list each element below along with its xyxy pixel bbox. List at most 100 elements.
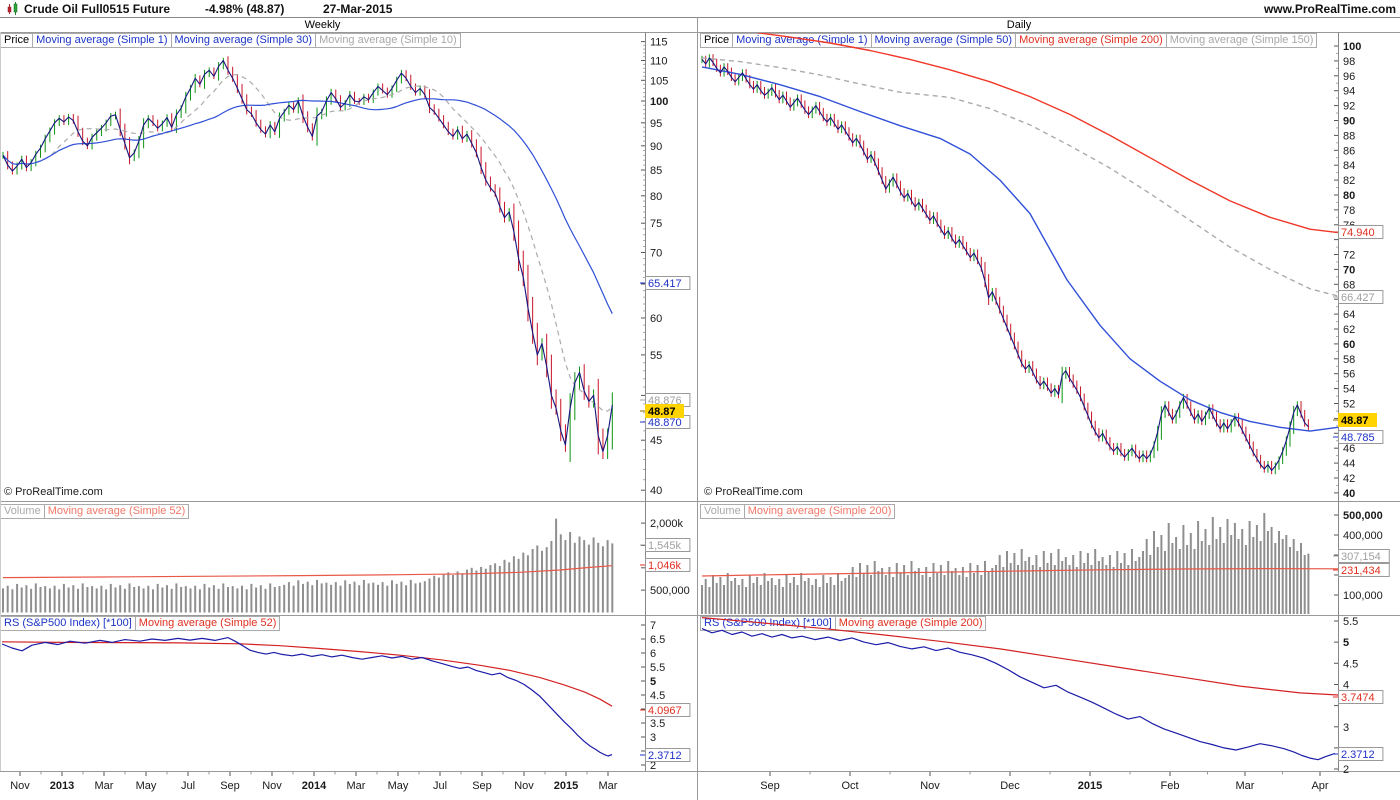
svg-text:48.87: 48.87: [1341, 415, 1369, 427]
svg-text:110: 110: [650, 56, 668, 68]
svg-text:2013: 2013: [50, 780, 74, 792]
svg-text:70: 70: [1343, 264, 1355, 276]
right-price-axis: 4042444652545658606264687072767880828486…: [1334, 41, 1361, 500]
svg-text:4: 4: [1343, 679, 1349, 691]
legend-right-price-item-4[interactable]: Moving average (Simple 150): [1165, 33, 1318, 48]
svg-text:3: 3: [650, 732, 656, 744]
legend-left-rs-item-1[interactable]: Moving average (Simple 52): [134, 616, 281, 631]
svg-text:Mar: Mar: [1236, 780, 1255, 792]
svg-text:48.87: 48.87: [648, 406, 676, 418]
svg-text:Nov: Nov: [262, 780, 282, 792]
left-volume-pane: [2, 518, 614, 613]
legend-right-price: Price Moving average (Simple 1) Moving ave…: [700, 33, 1318, 48]
svg-text:52: 52: [1343, 399, 1355, 411]
quote-date: 27-Mar-2015: [323, 2, 393, 16]
legend-left-price-item-3[interactable]: Moving average (Simple 10): [315, 33, 461, 48]
svg-text:1,046k: 1,046k: [648, 560, 682, 572]
right-price-axis-labels: 74.940 66.427 48.87 48.785: [1333, 225, 1384, 444]
right-ma150-line: [701, 57, 1338, 297]
right-close-line: [701, 57, 1309, 472]
legend-left-volume-item-1[interactable]: Moving average (Simple 52): [43, 504, 190, 519]
svg-text:84: 84: [1343, 160, 1355, 172]
svg-text:Apr: Apr: [1311, 780, 1328, 792]
svg-text:7: 7: [650, 620, 656, 632]
svg-text:44: 44: [1343, 458, 1355, 470]
website-link[interactable]: www.ProRealTime.com: [1263, 2, 1396, 16]
left-volume-ma-line: [2, 565, 613, 579]
svg-text:88: 88: [1343, 130, 1355, 142]
svg-text:May: May: [388, 780, 409, 792]
right-rs-ma-line: [701, 617, 1338, 696]
svg-text:Feb: Feb: [1161, 780, 1180, 792]
legend-left-rs: RS (S&P500 Index) [*100] Moving average (…: [0, 616, 281, 631]
svg-text:2: 2: [1343, 764, 1349, 776]
svg-text:2015: 2015: [1078, 780, 1102, 792]
left-rs-axis: 2 3 3.5 4.5 5 5.5 6 6.5 7 4.0967 2.3712: [640, 620, 691, 772]
svg-text:1,545k: 1,545k: [648, 540, 682, 552]
svg-text:46: 46: [1343, 443, 1355, 455]
right-volume-ma-line: [701, 567, 1338, 577]
svg-text:60: 60: [1343, 339, 1355, 351]
svg-text:90: 90: [650, 141, 662, 153]
svg-text:Sep: Sep: [220, 780, 240, 792]
legend-left-price-item-0[interactable]: Price: [0, 33, 34, 48]
svg-text:66.427: 66.427: [1341, 292, 1375, 304]
svg-text:4.0967: 4.0967: [648, 705, 682, 717]
svg-text:4.5: 4.5: [650, 690, 665, 702]
svg-text:58: 58: [1343, 354, 1355, 366]
svg-text:Nov: Nov: [10, 780, 30, 792]
svg-text:62: 62: [1343, 324, 1355, 336]
right-ma200-line: [756, 33, 1338, 234]
svg-text:Mar: Mar: [599, 780, 618, 792]
svg-text:Oct: Oct: [841, 780, 858, 792]
svg-text:70: 70: [650, 247, 662, 259]
svg-text:55: 55: [650, 350, 662, 362]
svg-text:74.940: 74.940: [1341, 227, 1375, 239]
legend-right-price-item-2[interactable]: Moving average (Simple 50): [870, 33, 1017, 48]
svg-text:40: 40: [650, 485, 662, 497]
svg-text:5: 5: [1343, 637, 1349, 649]
instrument-title: Crude Oil Full0515 Future: [24, 2, 171, 16]
legend-left-rs-item-0[interactable]: RS (S&P500 Index) [*100]: [0, 616, 136, 631]
svg-text:100: 100: [650, 96, 668, 108]
right-ma50-line: [701, 66, 1338, 432]
svg-text:60: 60: [650, 313, 662, 325]
instrument-change: -4.98% (48.87): [205, 2, 285, 16]
svg-text:400,000: 400,000: [1343, 530, 1383, 542]
legend-right-volume-item-0[interactable]: Volume: [700, 504, 745, 519]
svg-text:48.870: 48.870: [648, 417, 682, 429]
svg-text:Dec: Dec: [1000, 780, 1020, 792]
legend-left-price-item-1[interactable]: Moving average (Simple 1): [32, 33, 172, 48]
legend-right-rs-item-1[interactable]: Moving average (Simple 200): [834, 616, 987, 631]
svg-text:4.5: 4.5: [1343, 658, 1358, 670]
svg-text:500,000: 500,000: [1343, 510, 1383, 522]
svg-text:64: 64: [1343, 309, 1355, 321]
svg-text:Mar: Mar: [95, 780, 114, 792]
svg-text:42: 42: [1343, 473, 1355, 485]
svg-text:Sep: Sep: [760, 780, 780, 792]
legend-right-volume-item-1[interactable]: Moving average (Simple 200): [743, 504, 896, 519]
svg-text:Nov: Nov: [514, 780, 534, 792]
svg-text:3.7474: 3.7474: [1341, 692, 1375, 704]
timeframe-label-weekly: Weekly: [304, 19, 341, 31]
svg-text:5.5: 5.5: [650, 662, 665, 674]
svg-text:72: 72: [1343, 250, 1355, 262]
left-ma30-line: [2, 98, 613, 314]
right-rs-axis: 2 3 4 4.5 5 5.5 3.7474 2.3712: [1333, 616, 1384, 776]
svg-text:100,000: 100,000: [1343, 590, 1383, 602]
left-ma10-line: [2, 74, 613, 412]
svg-text:86: 86: [1343, 145, 1355, 157]
legend-right-price-item-3[interactable]: Moving average (Simple 200): [1015, 33, 1167, 48]
svg-text:68: 68: [1343, 279, 1355, 291]
svg-text:2.3712: 2.3712: [1341, 749, 1375, 761]
svg-text:May: May: [136, 780, 157, 792]
right-price-pane: [701, 33, 1338, 475]
svg-text:82: 82: [1343, 175, 1355, 187]
svg-text:100: 100: [1343, 41, 1361, 53]
svg-text:5: 5: [650, 676, 656, 688]
legend-right-volume: Volume Moving average (Simple 200): [700, 504, 896, 519]
svg-text:75: 75: [650, 218, 662, 230]
svg-text:2.3712: 2.3712: [648, 750, 682, 762]
legend-left-price-item-2[interactable]: Moving average (Simple 30): [170, 33, 317, 48]
